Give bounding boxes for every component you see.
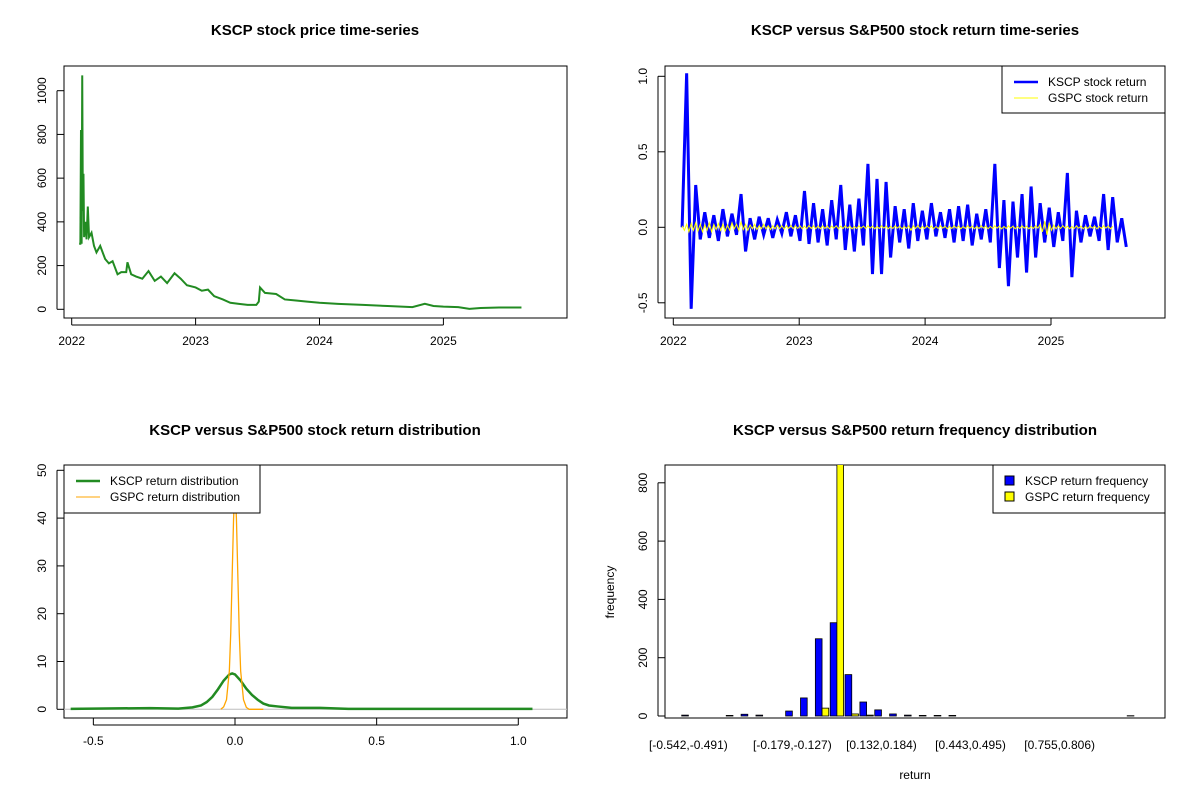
kscp-bar	[859, 701, 868, 717]
y-tick-label: 0	[636, 712, 650, 719]
kscp-return-line	[680, 73, 1128, 309]
y-tick-label: 800	[35, 124, 49, 144]
kscp-bar	[874, 709, 882, 717]
kscp-bar	[740, 713, 749, 717]
legend-label: KSCP stock return	[1048, 75, 1146, 89]
plot-area	[64, 489, 567, 711]
x-tick-label: 2025	[1038, 334, 1065, 348]
x-tick-label: 0.0	[227, 734, 244, 748]
x-axis-label: return	[899, 768, 930, 782]
kscp-density-line	[70, 672, 533, 711]
y-tick-label: 1.0	[636, 68, 650, 85]
y-tick-label: 200	[35, 255, 49, 275]
x-category-label: [0.755,0.806)	[1024, 738, 1095, 752]
legend-box	[1001, 65, 1166, 114]
x-tick-label: 2022	[58, 334, 85, 348]
gspc-bar	[866, 714, 874, 717]
plot-area	[680, 73, 1128, 309]
plot-area	[681, 465, 1135, 717]
legend-label: KSCP return frequency	[1025, 474, 1148, 488]
legend-box	[992, 464, 1166, 514]
chart-title: KSCP stock price time-series	[211, 22, 419, 39]
y-tick-label: 0	[35, 706, 49, 713]
y-tick-label: 600	[35, 168, 49, 188]
y-tick-label: 600	[636, 531, 650, 551]
kscp-bar	[918, 715, 927, 717]
x-category-label: [-0.179,-0.127)	[753, 738, 832, 752]
x-tick-label: 2024	[912, 334, 939, 348]
y-tick-label: 10	[35, 655, 49, 669]
plot-frame	[63, 65, 568, 319]
y-tick-label: 800	[636, 472, 650, 492]
y-tick-label: 20	[35, 607, 49, 621]
x-tick-label: 2024	[306, 334, 333, 348]
plot-frame	[664, 464, 1166, 719]
x-tick-label: 2025	[430, 334, 457, 348]
kscp-bar	[725, 715, 734, 717]
kscp-bar	[800, 697, 808, 717]
kscp-bar	[889, 713, 897, 717]
price-line	[79, 75, 522, 310]
y-tick-label: 1000	[35, 77, 49, 104]
x-category-label: [0.132,0.184)	[846, 738, 917, 752]
legend: KSCP return frequency GSPC return frequen…	[992, 464, 1166, 514]
gspc-return-line	[681, 220, 1114, 235]
x-tick-label: 2022	[660, 334, 687, 348]
x-category-label: [0.443,0.495)	[935, 738, 1006, 752]
x-category-label: [-0.542,-0.491)	[649, 738, 728, 752]
x-tick-label: 2023	[182, 334, 209, 348]
legend: KSCP stock return GSPC stock return	[1001, 65, 1166, 114]
kscp-bar	[681, 714, 689, 717]
y-tick-label: -0.5	[636, 292, 650, 313]
y-tick-label: 400	[35, 212, 49, 232]
y-tick-label: 0.5	[636, 143, 650, 160]
kscp-bar	[785, 710, 793, 717]
y-tick-label: 50	[35, 463, 49, 477]
legend-label: GSPC return frequency	[1025, 490, 1150, 504]
y-axis-label: frequency	[603, 566, 617, 619]
plot-area	[79, 75, 522, 310]
legend-label: GSPC stock return	[1048, 91, 1148, 105]
chart-title: KSCP versus S&P500 stock return distribu…	[149, 422, 481, 439]
gspc-bar	[851, 713, 859, 717]
y-tick-label: 200	[636, 647, 650, 667]
plot-frame	[664, 65, 1166, 319]
plot-frame	[63, 464, 568, 719]
legend-swatch	[1004, 491, 1015, 502]
kscp-bar	[844, 674, 853, 717]
kscp-bar	[933, 715, 942, 717]
y-tick-label: 400	[636, 589, 650, 609]
x-tick-label: -0.5	[83, 734, 104, 748]
x-tick-label: 1.0	[510, 734, 527, 748]
y-tick-label: 0.0	[636, 219, 650, 236]
legend-box	[63, 464, 261, 514]
x-tick-label: 2023	[786, 334, 813, 348]
gspc-bar	[821, 707, 830, 717]
kscp-bar	[904, 714, 912, 717]
x-tick-label: 0.5	[368, 734, 385, 748]
y-tick-label: 40	[35, 511, 49, 525]
legend: KSCP return distribution GSPC return dist…	[63, 464, 261, 514]
legend-label: KSCP return distribution	[110, 474, 239, 488]
gspc-bar	[836, 465, 845, 717]
y-tick-label: 30	[35, 559, 49, 573]
legend-label: GSPC return distribution	[110, 490, 240, 504]
y-tick-label: 0	[35, 306, 49, 313]
chart-title: KSCP versus S&P500 stock return time-ser…	[751, 22, 1079, 39]
chart-title: KSCP versus S&P500 return frequency dist…	[733, 422, 1097, 439]
kscp-bar	[755, 714, 764, 717]
kscp-bar	[814, 638, 823, 717]
kscp-bar	[829, 622, 838, 717]
kscp-bar	[948, 715, 957, 717]
legend-swatch	[1004, 475, 1015, 486]
